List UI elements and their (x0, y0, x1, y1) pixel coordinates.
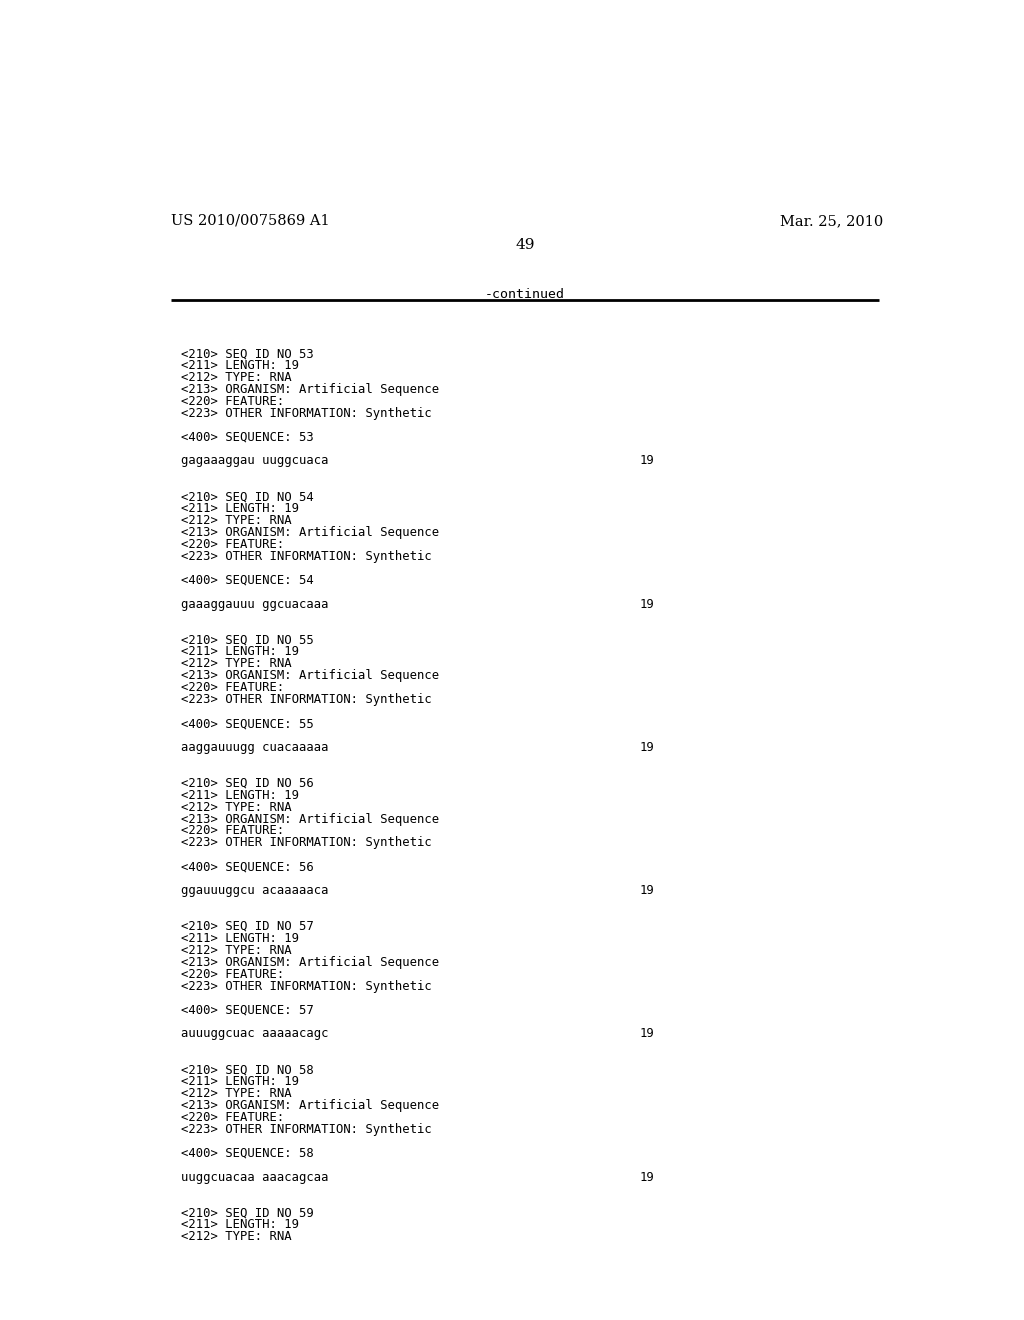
Text: <220> FEATURE:: <220> FEATURE: (180, 681, 284, 694)
Text: <213> ORGANISM: Artificial Sequence: <213> ORGANISM: Artificial Sequence (180, 1100, 439, 1111)
Text: <211> LENGTH: 19: <211> LENGTH: 19 (180, 645, 299, 659)
Text: 19: 19 (640, 741, 654, 754)
Text: <211> LENGTH: 19: <211> LENGTH: 19 (180, 788, 299, 801)
Text: <400> SEQUENCE: 57: <400> SEQUENCE: 57 (180, 1003, 313, 1016)
Text: <223> OTHER INFORMATION: Synthetic: <223> OTHER INFORMATION: Synthetic (180, 407, 431, 420)
Text: <220> FEATURE:: <220> FEATURE: (180, 539, 284, 550)
Text: <400> SEQUENCE: 55: <400> SEQUENCE: 55 (180, 717, 313, 730)
Text: gaaaggauuu ggcuacaaa: gaaaggauuu ggcuacaaa (180, 598, 329, 611)
Text: <220> FEATURE:: <220> FEATURE: (180, 1111, 284, 1123)
Text: <213> ORGANISM: Artificial Sequence: <213> ORGANISM: Artificial Sequence (180, 956, 439, 969)
Text: auuuggcuac aaaaacagc: auuuggcuac aaaaacagc (180, 1027, 329, 1040)
Text: Mar. 25, 2010: Mar. 25, 2010 (779, 214, 883, 228)
Text: <400> SEQUENCE: 53: <400> SEQUENCE: 53 (180, 430, 313, 444)
Text: <223> OTHER INFORMATION: Synthetic: <223> OTHER INFORMATION: Synthetic (180, 979, 431, 993)
Text: ggauuuggcu acaaaaaca: ggauuuggcu acaaaaaca (180, 884, 329, 898)
Text: <210> SEQ ID NO 55: <210> SEQ ID NO 55 (180, 634, 313, 647)
Text: 19: 19 (640, 1171, 654, 1184)
Text: <212> TYPE: RNA: <212> TYPE: RNA (180, 800, 291, 813)
Text: uuggcuacaa aaacagcaa: uuggcuacaa aaacagcaa (180, 1171, 329, 1184)
Text: <213> ORGANISM: Artificial Sequence: <213> ORGANISM: Artificial Sequence (180, 813, 439, 825)
Text: <212> TYPE: RNA: <212> TYPE: RNA (180, 657, 291, 671)
Text: <211> LENGTH: 19: <211> LENGTH: 19 (180, 1074, 299, 1088)
Text: <212> TYPE: RNA: <212> TYPE: RNA (180, 944, 291, 957)
Text: <210> SEQ ID NO 59: <210> SEQ ID NO 59 (180, 1206, 313, 1220)
Text: <400> SEQUENCE: 54: <400> SEQUENCE: 54 (180, 574, 313, 587)
Text: <210> SEQ ID NO 56: <210> SEQ ID NO 56 (180, 776, 313, 789)
Text: <220> FEATURE:: <220> FEATURE: (180, 968, 284, 981)
Text: <210> SEQ ID NO 58: <210> SEQ ID NO 58 (180, 1063, 313, 1076)
Text: <210> SEQ ID NO 54: <210> SEQ ID NO 54 (180, 490, 313, 503)
Text: <210> SEQ ID NO 53: <210> SEQ ID NO 53 (180, 347, 313, 360)
Text: <400> SEQUENCE: 58: <400> SEQUENCE: 58 (180, 1147, 313, 1160)
Text: <212> TYPE: RNA: <212> TYPE: RNA (180, 371, 291, 384)
Text: <220> FEATURE:: <220> FEATURE: (180, 825, 284, 837)
Text: <211> LENGTH: 19: <211> LENGTH: 19 (180, 1218, 299, 1232)
Text: <220> FEATURE:: <220> FEATURE: (180, 395, 284, 408)
Text: <211> LENGTH: 19: <211> LENGTH: 19 (180, 502, 299, 515)
Text: <212> TYPE: RNA: <212> TYPE: RNA (180, 515, 291, 527)
Text: 19: 19 (640, 1027, 654, 1040)
Text: <213> ORGANISM: Artificial Sequence: <213> ORGANISM: Artificial Sequence (180, 383, 439, 396)
Text: <223> OTHER INFORMATION: Synthetic: <223> OTHER INFORMATION: Synthetic (180, 693, 431, 706)
Text: US 2010/0075869 A1: US 2010/0075869 A1 (171, 214, 330, 228)
Text: 19: 19 (640, 454, 654, 467)
Text: <213> ORGANISM: Artificial Sequence: <213> ORGANISM: Artificial Sequence (180, 669, 439, 682)
Text: <223> OTHER INFORMATION: Synthetic: <223> OTHER INFORMATION: Synthetic (180, 550, 431, 562)
Text: 49: 49 (515, 239, 535, 252)
Text: aaggauuugg cuacaaaaa: aaggauuugg cuacaaaaa (180, 741, 329, 754)
Text: <223> OTHER INFORMATION: Synthetic: <223> OTHER INFORMATION: Synthetic (180, 1123, 431, 1135)
Text: <212> TYPE: RNA: <212> TYPE: RNA (180, 1088, 291, 1100)
Text: -continued: -continued (484, 288, 565, 301)
Text: <223> OTHER INFORMATION: Synthetic: <223> OTHER INFORMATION: Synthetic (180, 837, 431, 849)
Text: 19: 19 (640, 884, 654, 898)
Text: gagaaaggau uuggcuaca: gagaaaggau uuggcuaca (180, 454, 329, 467)
Text: <400> SEQUENCE: 56: <400> SEQUENCE: 56 (180, 861, 313, 874)
Text: <210> SEQ ID NO 57: <210> SEQ ID NO 57 (180, 920, 313, 933)
Text: <213> ORGANISM: Artificial Sequence: <213> ORGANISM: Artificial Sequence (180, 527, 439, 539)
Text: <211> LENGTH: 19: <211> LENGTH: 19 (180, 359, 299, 372)
Text: <212> TYPE: RNA: <212> TYPE: RNA (180, 1230, 291, 1243)
Text: 19: 19 (640, 598, 654, 611)
Text: <211> LENGTH: 19: <211> LENGTH: 19 (180, 932, 299, 945)
